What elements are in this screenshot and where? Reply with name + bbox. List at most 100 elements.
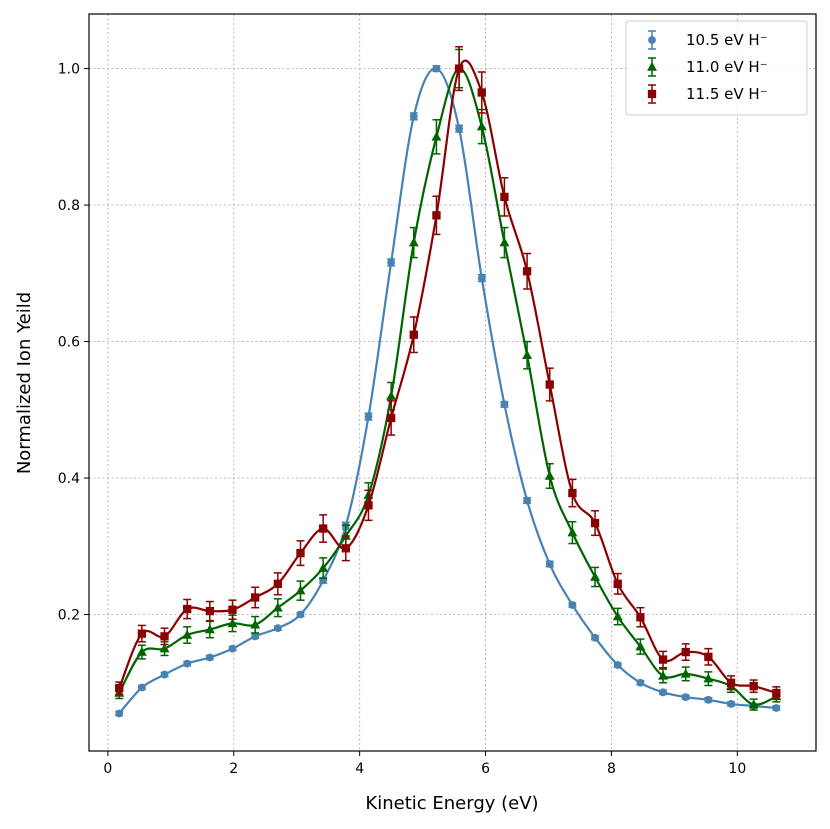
data-point	[205, 606, 215, 616]
data-point	[183, 604, 192, 614]
data-point	[341, 544, 350, 553]
data-point	[182, 629, 193, 639]
data-point	[681, 647, 690, 657]
data-point	[160, 632, 169, 641]
data-point	[522, 267, 532, 276]
legend-label: 11.0 eV H⁻	[686, 58, 768, 76]
data-point	[386, 413, 396, 423]
y-tick-label: 0.2	[58, 608, 80, 624]
data-point	[295, 585, 306, 595]
data-point	[364, 501, 373, 510]
data-point	[318, 524, 328, 533]
data-point	[704, 652, 713, 661]
x-tick-label: 2	[229, 761, 238, 777]
data-point	[703, 673, 714, 683]
data-point	[160, 670, 169, 679]
data-point	[183, 659, 192, 668]
x-tick-label: 4	[355, 761, 364, 777]
legend-marker	[648, 36, 656, 44]
data-point	[659, 688, 667, 697]
data-point	[568, 488, 577, 498]
data-point	[636, 678, 645, 687]
grid	[89, 14, 816, 751]
data-point	[137, 629, 147, 638]
data-point	[522, 350, 533, 359]
y-tick-label: 0.4	[58, 471, 80, 487]
x-tick-label: 0	[103, 761, 112, 777]
data-point	[296, 548, 305, 558]
data-point	[613, 579, 622, 588]
data-point	[431, 131, 442, 141]
data-point	[115, 709, 124, 718]
data-point	[567, 527, 578, 537]
y-tick-label: 1.0	[58, 62, 80, 78]
data-point	[137, 683, 146, 692]
y-tick-label: 0.6	[58, 335, 80, 351]
data-point	[658, 670, 668, 680]
data-point	[590, 518, 600, 528]
data-point	[409, 330, 418, 339]
data-point	[387, 258, 396, 267]
data-point	[159, 643, 170, 653]
y-tick-label: 0.8	[58, 198, 80, 214]
data-point	[545, 560, 554, 568]
data-point	[772, 688, 781, 698]
data-point	[635, 641, 646, 651]
data-point	[250, 619, 261, 629]
data-point	[476, 121, 487, 131]
legend-box	[625, 20, 808, 116]
data-point	[477, 274, 486, 282]
legend-marker	[647, 61, 657, 71]
series-line	[118, 67, 777, 715]
data-point	[544, 470, 555, 480]
series-line	[118, 67, 777, 706]
legend-entry: 11.5 eV H⁻	[647, 84, 768, 104]
series-layer	[114, 46, 782, 718]
data-point	[251, 632, 260, 641]
data-point	[409, 112, 418, 121]
data-point	[545, 380, 554, 389]
data-point	[228, 644, 237, 653]
data-point	[500, 192, 509, 202]
axis-ticks: 0 2 4 6 8 10 0.2 0.4 0.6 0.8 1.0	[58, 62, 747, 777]
data-point	[115, 684, 124, 693]
data-point	[590, 571, 601, 581]
data-point	[136, 646, 147, 656]
data-point	[251, 593, 260, 602]
x-tick-label: 10	[728, 761, 746, 777]
data-point	[613, 661, 622, 669]
data-point	[568, 601, 577, 609]
data-point	[227, 618, 238, 628]
data-point	[591, 633, 599, 642]
data-point	[204, 624, 215, 634]
data-point	[408, 237, 419, 247]
data-point	[499, 237, 510, 247]
data-point	[272, 602, 283, 612]
data-point	[727, 700, 735, 708]
y-axis-label: Normalized Ion Yeild	[14, 292, 35, 474]
data-point	[748, 699, 759, 709]
data-point	[523, 496, 531, 505]
data-point	[680, 668, 691, 678]
data-point	[658, 655, 668, 664]
data-point	[477, 88, 486, 97]
data-point	[681, 693, 690, 701]
data-point	[432, 211, 441, 220]
plot-frame	[88, 13, 817, 752]
data-point	[454, 64, 464, 73]
data-point	[273, 579, 282, 588]
data-point	[704, 695, 713, 704]
data-point	[772, 704, 781, 712]
series-square	[115, 46, 781, 700]
data-point	[205, 653, 214, 662]
legend-label: 11.5 eV H⁻	[686, 85, 768, 103]
legend-marker	[647, 89, 657, 99]
data-point	[500, 400, 509, 409]
data-point	[386, 390, 397, 400]
legend: 10.5 eV H⁻ 11.0 eV H⁻ 11.5 eV H⁻	[625, 20, 808, 116]
x-tick-label: 8	[607, 761, 616, 777]
data-point	[228, 605, 237, 614]
data-point	[364, 412, 373, 421]
legend-label: 10.5 eV H⁻	[686, 31, 768, 49]
